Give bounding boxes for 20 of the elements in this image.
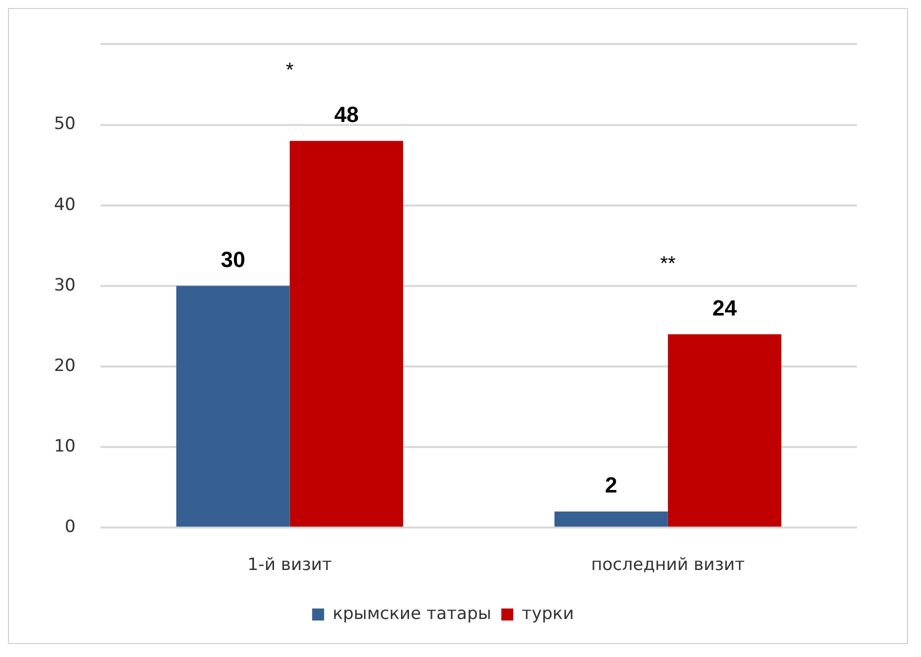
annotation: ** (660, 252, 676, 275)
y-tick-label: 50 (54, 114, 76, 134)
bar (554, 511, 668, 527)
y-tick-label: 30 (54, 275, 76, 296)
bar (668, 334, 782, 527)
x-tick-label: последний визит (591, 555, 745, 576)
data-label: 30 (220, 246, 246, 272)
bar (290, 140, 404, 527)
legend-label: турки (522, 604, 574, 624)
y-tick-label: 10 (54, 436, 76, 456)
y-tick-label: 40 (54, 194, 76, 215)
data-label: 24 (712, 295, 738, 320)
y-tick-label: 20 (54, 356, 76, 376)
bar (176, 286, 290, 527)
data-label: 2 (605, 472, 618, 498)
legend-label: крымские татары (332, 604, 492, 624)
annotation: * (286, 59, 294, 82)
data-label: 48 (334, 102, 359, 127)
x-tick-label: 1-й визит (247, 555, 332, 576)
y-tick-label: 0 (64, 517, 76, 538)
